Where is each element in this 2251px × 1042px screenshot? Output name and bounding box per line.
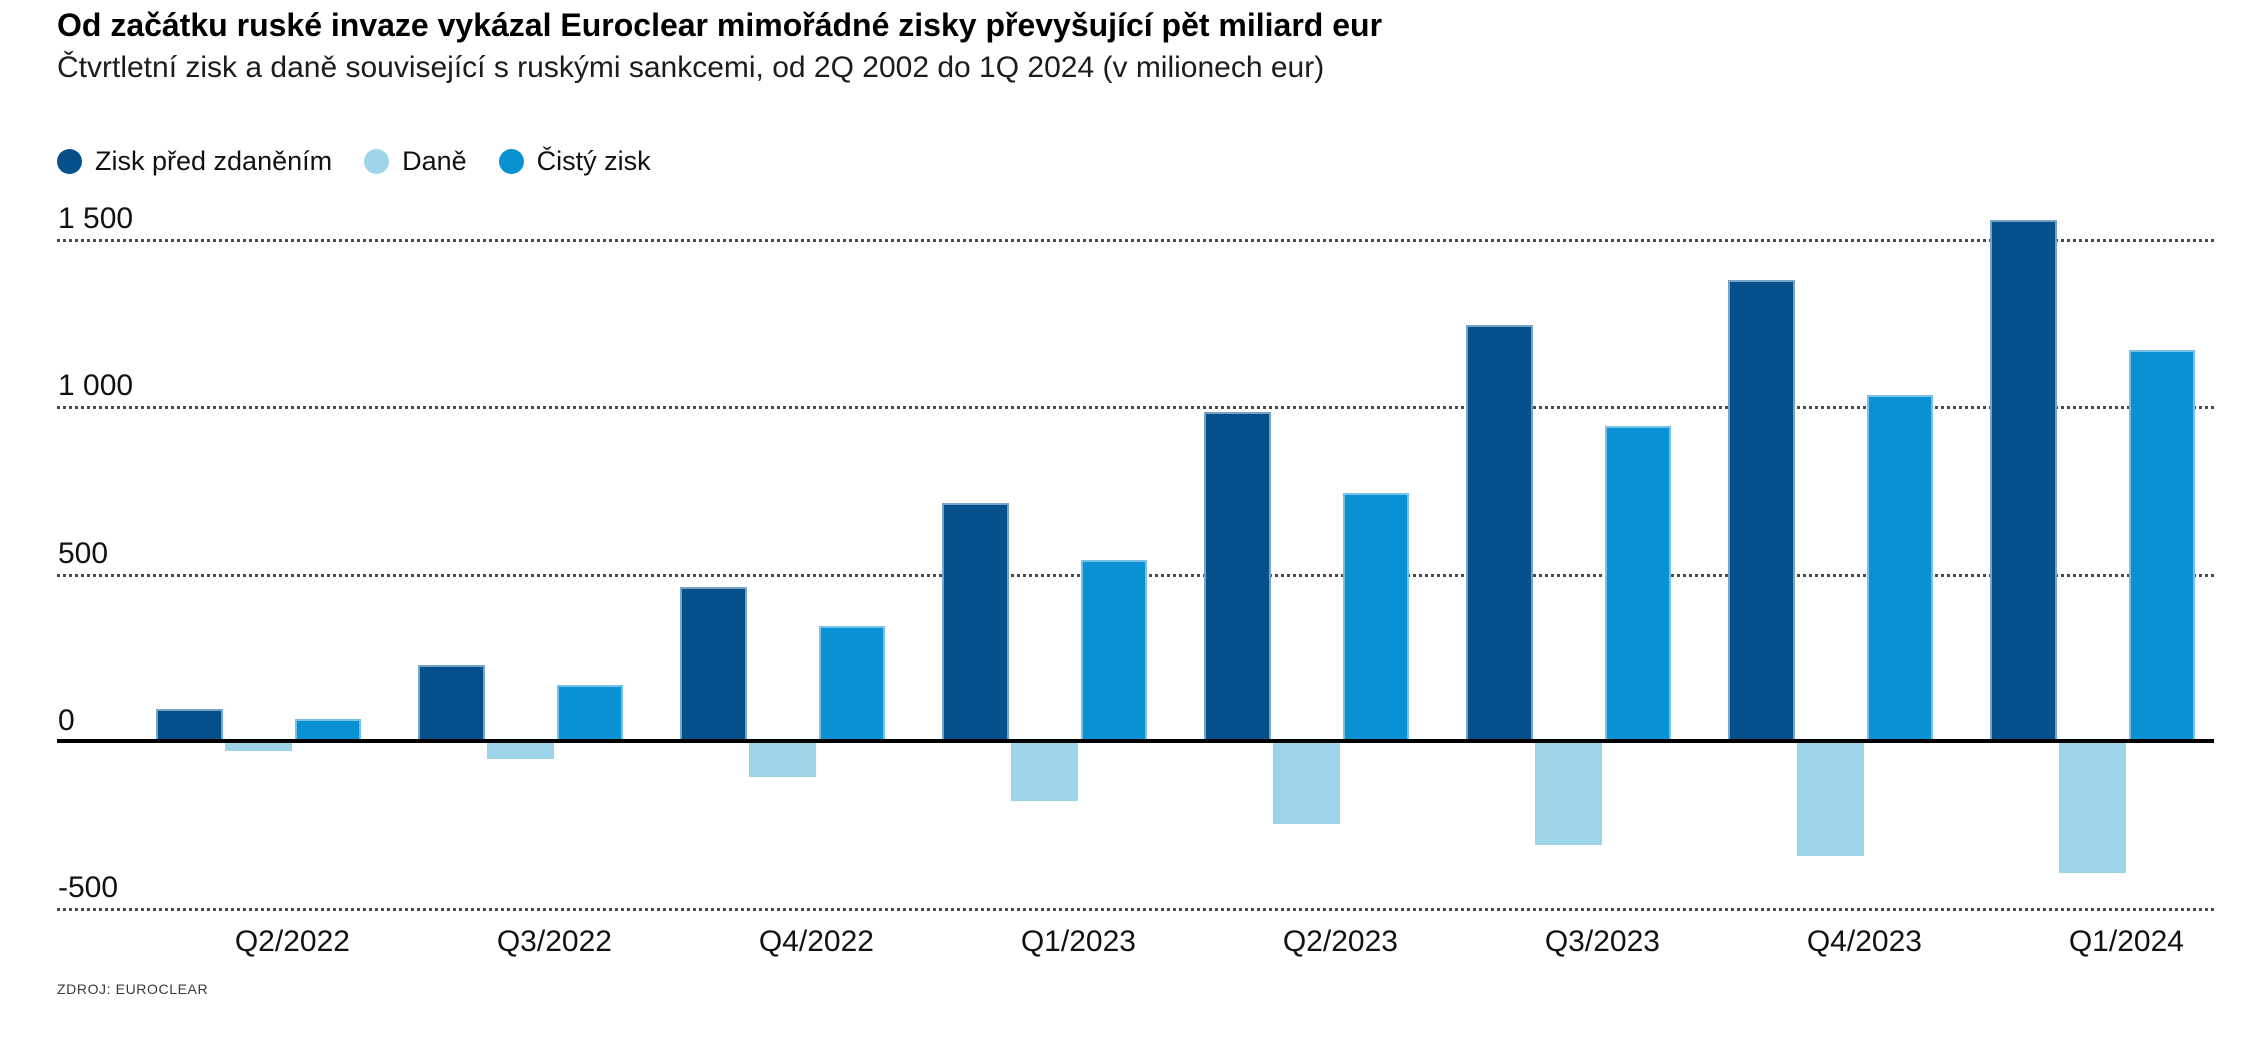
legend-label: Zisk před zdaněním — [95, 146, 333, 176]
legend-item-0: Zisk před zdaněním — [57, 146, 332, 177]
bar-pretax-Q2/2022 — [156, 708, 223, 741]
x-axis-label-Q2/2022: Q2/2022 — [234, 925, 350, 958]
gridline-1000 — [57, 406, 2214, 410]
bar-tax-Q1/2024 — [2059, 741, 2126, 874]
bar-pretax-Q1/2023 — [942, 502, 1009, 741]
bar-tax-Q2/2022 — [225, 741, 292, 752]
bar-net-Q3/2022 — [556, 685, 624, 741]
bar-pretax-Q4/2022 — [680, 586, 747, 741]
bar-net-Q4/2022 — [818, 625, 886, 741]
x-axis-label-Q2/2023: Q2/2023 — [1282, 925, 1398, 958]
legend-dot-icon — [57, 149, 82, 174]
bar-net-Q1/2024 — [2128, 349, 2196, 741]
bar-tax-Q3/2023 — [1535, 741, 1602, 845]
bar-pretax-Q3/2022 — [418, 665, 485, 741]
bar-tax-Q4/2022 — [749, 741, 816, 778]
legend-dot-icon — [364, 149, 390, 174]
y-tick-label-500: 500 — [58, 536, 109, 570]
bar-pretax-Q2/2023 — [1204, 412, 1271, 741]
legend-item-2: Čistý zisk — [498, 146, 651, 177]
bar-tax-Q1/2023 — [1011, 741, 1078, 801]
bar-net-Q2/2022 — [294, 718, 362, 741]
gridline-1500 — [57, 239, 2214, 243]
source-note: ZDROJ: EUROCLEAR — [57, 981, 209, 997]
bar-net-Q2/2023 — [1342, 492, 1410, 741]
chart-title: Od začátku ruské invaze vykázal Euroclea… — [57, 7, 1383, 43]
bar-net-Q3/2023 — [1604, 426, 1672, 741]
x-axis-zero-line — [57, 739, 2214, 743]
bar-net-Q4/2023 — [1866, 394, 1934, 741]
bar-tax-Q2/2023 — [1273, 741, 1340, 824]
gridline--500 — [57, 908, 2214, 912]
x-axis-label-Q4/2023: Q4/2023 — [1806, 925, 1922, 958]
bar-net-Q1/2023 — [1080, 560, 1148, 741]
x-axis-label-Q1/2023: Q1/2023 — [1020, 925, 1136, 958]
y-tick-label-0: 0 — [58, 704, 75, 737]
x-axis-label-Q4/2022: Q4/2022 — [758, 925, 874, 958]
legend-label: Čistý zisk — [536, 146, 651, 176]
bar-pretax-Q4/2023 — [1728, 280, 1795, 741]
y-tick-label--500: -500 — [58, 871, 119, 905]
legend: Zisk před zdaněním Daně Čistý zisk — [57, 146, 683, 177]
bar-tax-Q4/2023 — [1797, 741, 1864, 857]
chart-subtitle: Čtvrtletní zisk a daně související s rus… — [57, 51, 1325, 84]
bar-tax-Q3/2022 — [487, 741, 554, 760]
y-tick-label-1000: 1 000 — [58, 369, 134, 403]
y-tick-label-1500: 1 500 — [58, 202, 134, 236]
x-axis-label-Q1/2024: Q1/2024 — [2068, 925, 2184, 958]
legend-item-1: Daně — [364, 146, 467, 177]
legend-dot-icon — [498, 149, 524, 174]
x-axis-label-Q3/2023: Q3/2023 — [1544, 925, 1660, 958]
x-axis-label-Q3/2022: Q3/2022 — [496, 925, 612, 958]
bar-pretax-Q1/2024 — [1990, 219, 2057, 741]
bar-pretax-Q3/2023 — [1466, 325, 1533, 741]
legend-label: Daně — [402, 146, 467, 176]
